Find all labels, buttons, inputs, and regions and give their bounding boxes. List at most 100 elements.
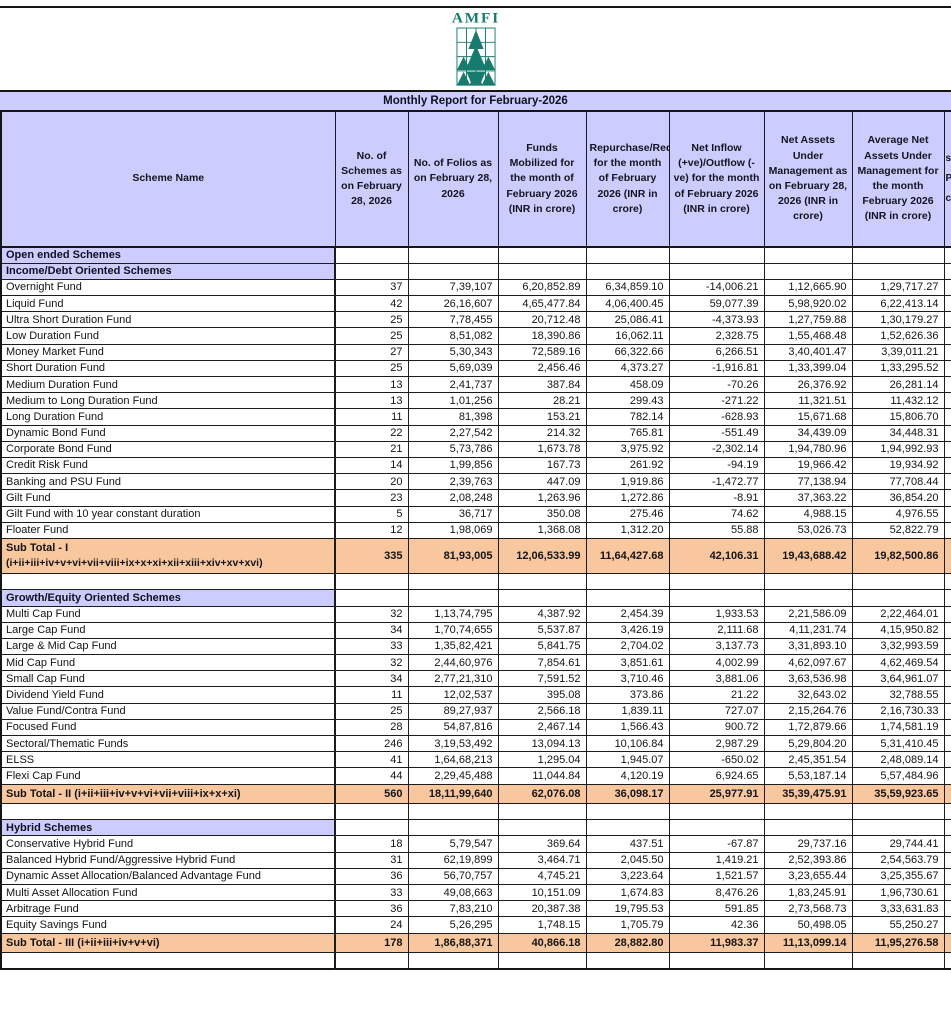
value-cell: -650.02: [668, 751, 765, 769]
value-cell: 4,387.92: [497, 605, 587, 623]
clipped-cell: [943, 246, 951, 264]
value-cell: 1,64,68,213: [407, 751, 499, 769]
spacer-row: [0, 573, 951, 591]
value-cell: 4,15,950.82: [851, 621, 945, 639]
value-cell: 89,27,937: [407, 702, 499, 720]
value-cell: 72,589.16: [497, 343, 587, 361]
section-row: Hybrid Schemes: [0, 819, 951, 837]
value-cell: 1,705.79: [585, 916, 670, 934]
clipped-cell: [943, 327, 951, 345]
value-cell: -1,916.81: [668, 359, 765, 378]
clipped-cell: [943, 900, 951, 918]
value-cell: 5,26,295: [407, 916, 499, 934]
clipped-cell: [943, 916, 951, 934]
value-cell: 29,744.41: [851, 835, 945, 853]
value-cell: 52,822.79: [851, 521, 945, 539]
value-cell: 1,86,88,371: [407, 932, 499, 954]
value-cell: [668, 952, 765, 970]
value-cell: 34: [334, 621, 409, 639]
value-cell: [497, 573, 587, 591]
clipped-cell: [943, 851, 951, 869]
clipped-cell: [943, 819, 951, 837]
value-cell: 591.85: [668, 900, 765, 918]
value-cell: 2,41,737: [407, 375, 499, 394]
value-cell: 2,39,763: [407, 473, 499, 491]
value-cell: 22: [334, 424, 409, 442]
table-row: Short Duration Fund 25 5,69,039 2,456.46 4,3…: [0, 359, 951, 378]
value-cell: 25,086.41: [585, 311, 670, 329]
col-header-scheme-name: Scheme Name: [0, 110, 336, 248]
table-row: Large Cap Fund 34 1,70,74,655 5,537.87 3,426…: [0, 621, 951, 639]
value-cell: 3,881.06: [668, 670, 765, 688]
value-cell: 5,31,410.45: [851, 734, 945, 753]
value-cell: 2,704.02: [585, 637, 670, 656]
value-cell: 7,591.52: [497, 670, 587, 688]
value-cell: 13: [334, 392, 409, 410]
value-cell: 28,882.80: [585, 932, 670, 954]
value-cell: 81,93,005: [407, 537, 499, 575]
value-cell: [763, 262, 853, 280]
table-row: Sectoral/Thematic Funds 246 3,19,53,492 13,…: [0, 734, 951, 753]
value-cell: 62,076.08: [497, 783, 587, 805]
value-cell: 2,44,60,976: [407, 654, 499, 672]
clipped-cell: [943, 505, 951, 523]
col-header-repurchase: Repurchase/Redemption for the month of F…: [585, 110, 670, 248]
value-cell: 2,21,586.09: [763, 605, 853, 623]
value-cell: -94.19: [668, 456, 765, 475]
clipped-cell: [943, 932, 951, 954]
value-cell: 36: [334, 900, 409, 918]
value-cell: [585, 262, 670, 280]
value-cell: 20,712.48: [497, 311, 587, 329]
value-cell: 7,83,210: [407, 900, 499, 918]
value-cell: [497, 952, 587, 970]
value-cell: 14: [334, 456, 409, 475]
scheme-name-cell: Gilt Fund with 10 year constant duration: [0, 505, 336, 523]
value-cell: 2,987.29: [668, 734, 765, 753]
table-row: Liquid Fund 42 26,16,607 4,65,477.84 4,06,40…: [0, 295, 951, 313]
subtotal-row: Sub Total - I (i+ii+iii+iv+v+vi+vii+viii+…: [0, 537, 951, 575]
value-cell: 1,13,74,795: [407, 605, 499, 623]
value-cell: 6,266.51: [668, 343, 765, 361]
value-cell: [497, 803, 587, 821]
value-cell: 41: [334, 751, 409, 769]
scheme-name-cell: Short Duration Fund: [0, 359, 336, 378]
report-title: Monthly Report for February-2026: [383, 95, 568, 107]
value-cell: 1,312.20: [585, 521, 670, 539]
scheme-name-cell: Medium Duration Fund: [0, 375, 336, 394]
value-cell: 25,977.91: [668, 783, 765, 805]
value-cell: 42: [334, 295, 409, 313]
value-cell: 2,77,21,310: [407, 670, 499, 688]
value-cell: [407, 246, 499, 264]
table-row: Money Market Fund 27 5,30,343 72,589.16 66,3…: [0, 343, 951, 361]
value-cell: 15,806.70: [851, 408, 945, 426]
clipped-cell: [943, 311, 951, 329]
value-cell: 11,432.12: [851, 392, 945, 410]
value-cell: 4,11,231.74: [763, 621, 853, 639]
value-cell: [763, 819, 853, 837]
value-cell: [851, 573, 945, 591]
value-cell: 4,62,097.67: [763, 654, 853, 672]
scheme-name-cell: Multi Cap Fund: [0, 605, 336, 623]
table-row: Overnight Fund 37 7,39,107 6,20,852.89 6,34,…: [0, 278, 951, 297]
value-cell: 2,16,730.33: [851, 702, 945, 720]
value-cell: 18: [334, 835, 409, 853]
value-cell: 2,29,45,488: [407, 767, 499, 785]
value-cell: 3,39,011.21: [851, 343, 945, 361]
value-cell: 10,106.84: [585, 734, 670, 753]
scheme-name-cell: Hybrid Schemes: [0, 819, 336, 837]
value-cell: 167.73: [497, 456, 587, 475]
value-cell: 1,70,74,655: [407, 621, 499, 639]
table-row: Focused Fund 28 54,87,816 2,467.14 1,566.43 9…: [0, 718, 951, 737]
value-cell: 21: [334, 440, 409, 458]
scheme-name-cell: Focused Fund: [0, 718, 336, 737]
col-header-clipped: s P c: [943, 110, 951, 248]
clipped-cell: [943, 537, 951, 575]
table-row: Conservative Hybrid Fund 18 5,79,547 369.64…: [0, 835, 951, 853]
scheme-name-cell: Large & Mid Cap Fund: [0, 637, 336, 656]
report-table: Scheme Name No. of Schemes as on Februar…: [0, 110, 951, 970]
value-cell: -628.93: [668, 408, 765, 426]
value-cell: 18,11,99,640: [407, 783, 499, 805]
scheme-name-cell: Credit Risk Fund: [0, 456, 336, 475]
value-cell: 1,945.07: [585, 751, 670, 769]
value-cell: [668, 573, 765, 591]
